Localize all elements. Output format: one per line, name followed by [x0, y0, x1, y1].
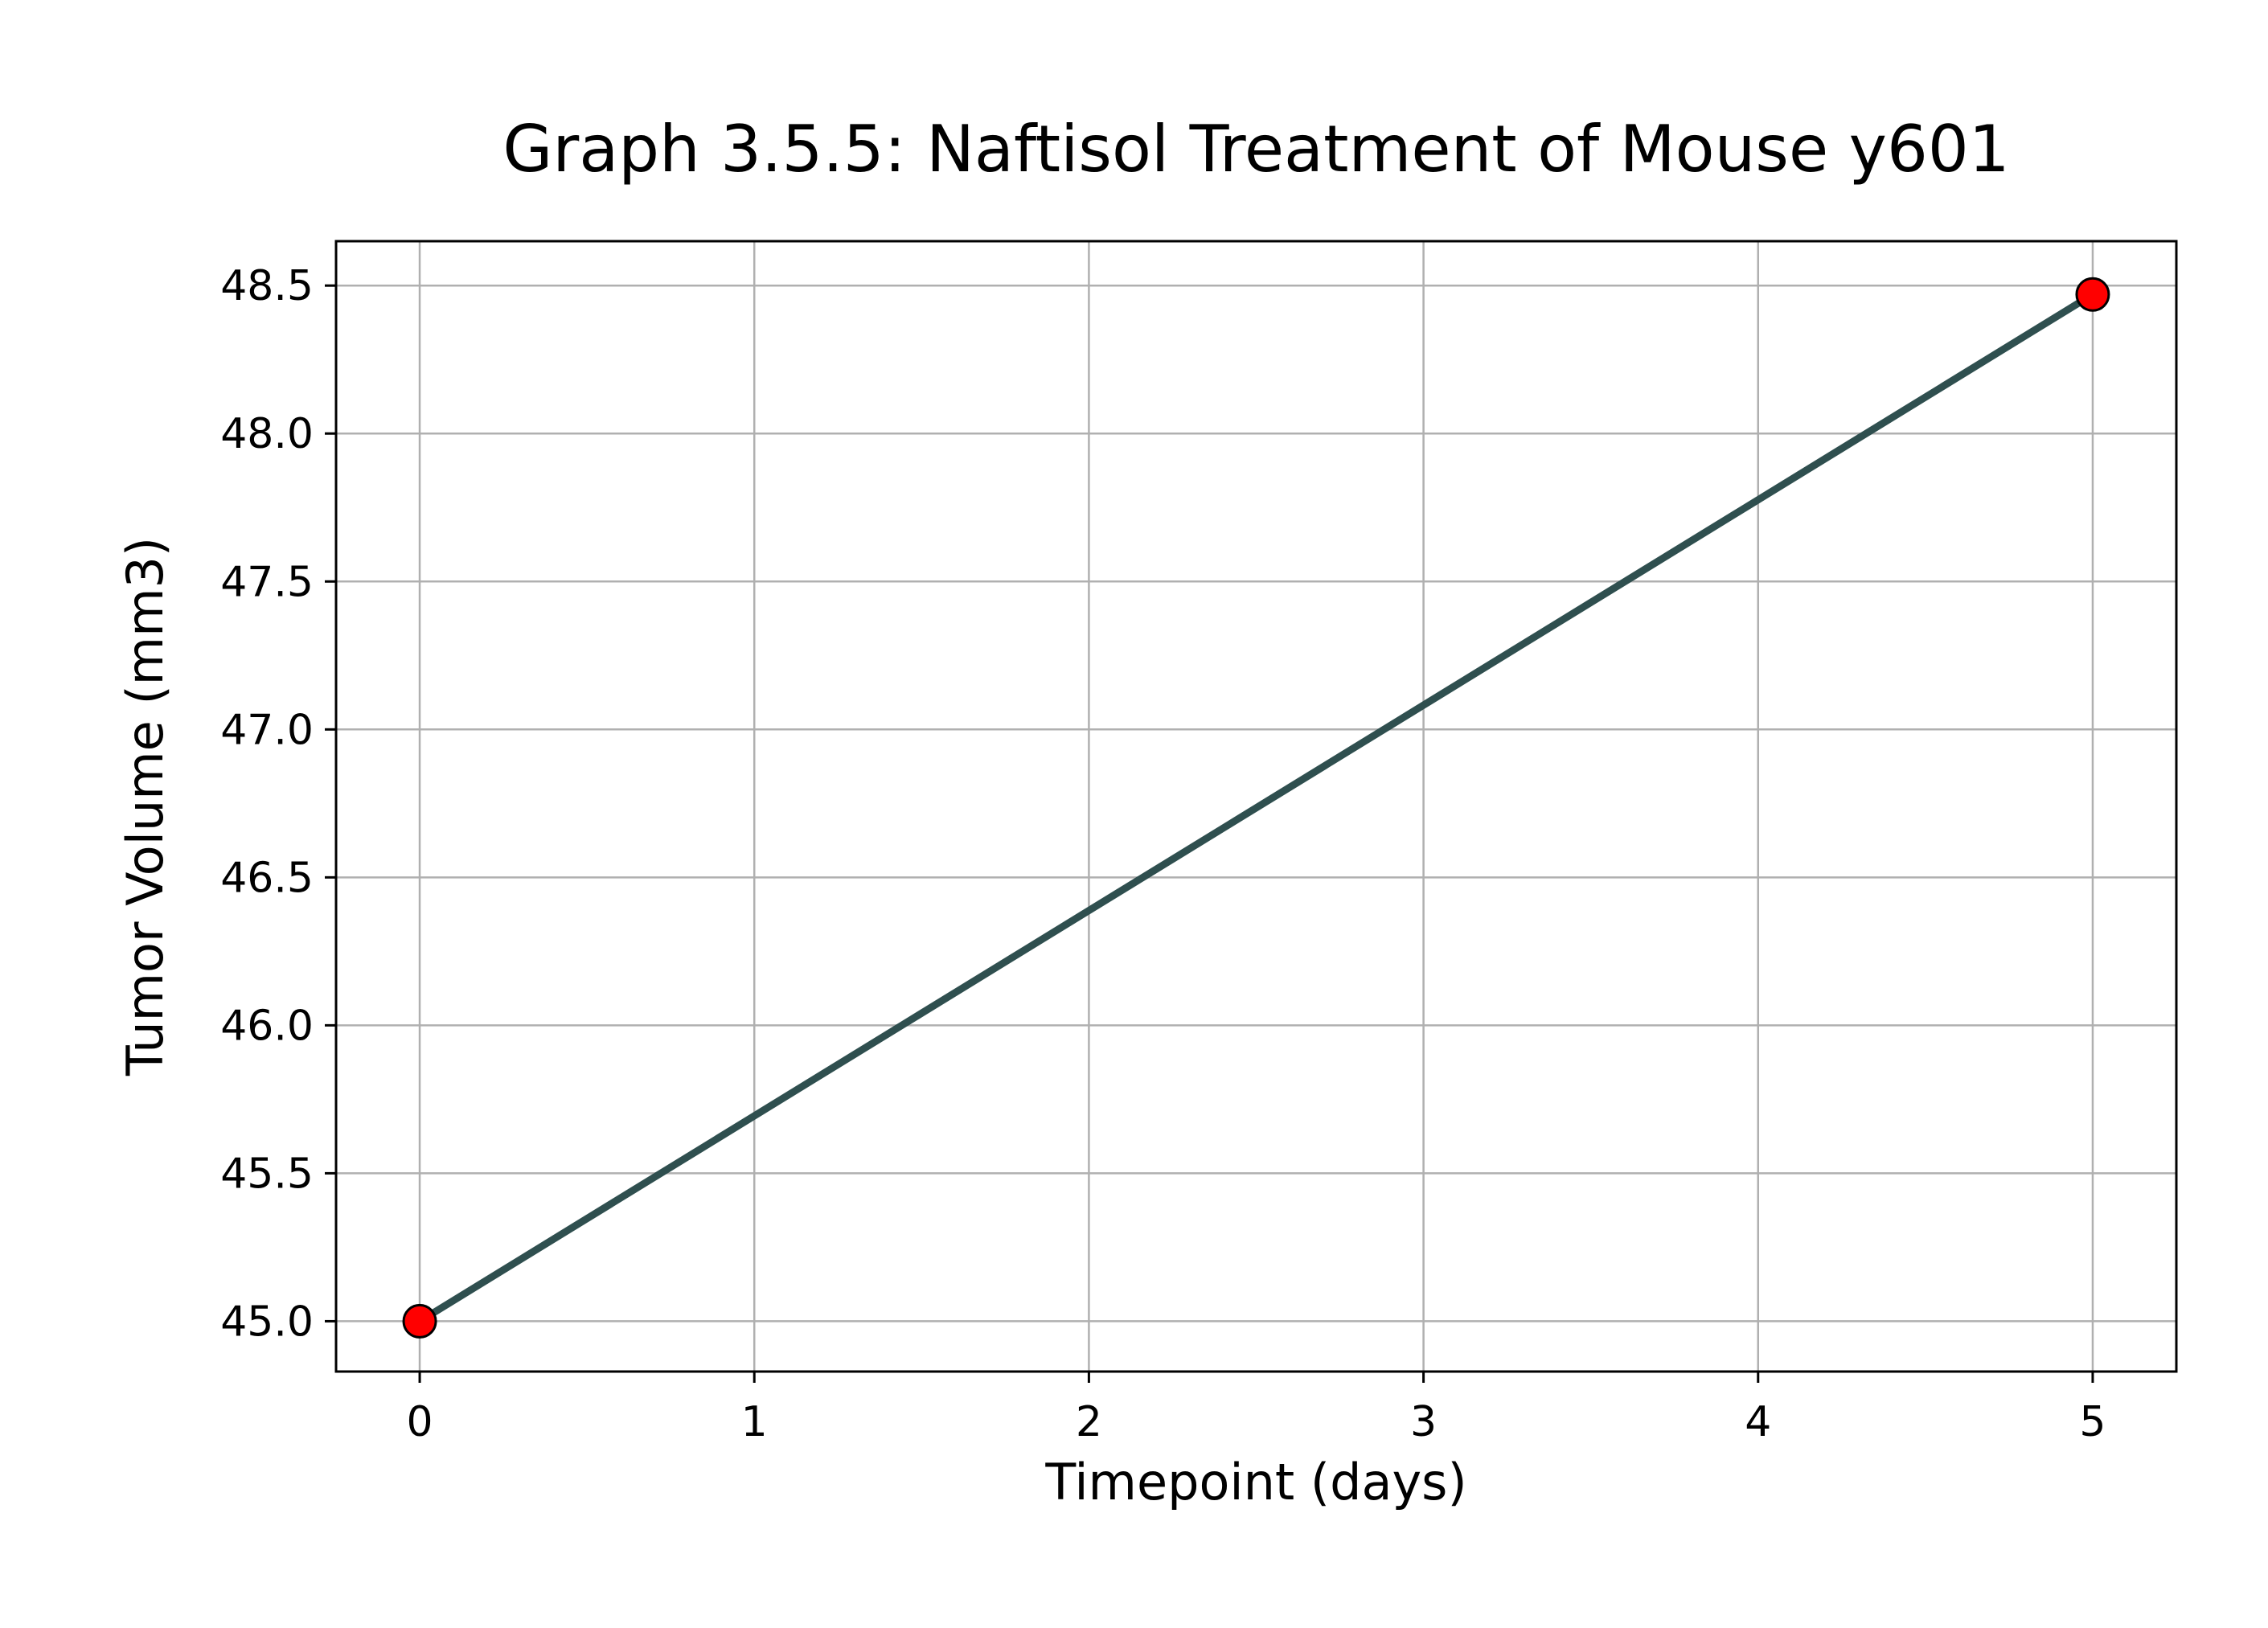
y-tick-label: 45.5 [220, 1150, 314, 1198]
y-tick-label: 47.0 [220, 706, 314, 754]
x-tick-label: 1 [741, 1398, 768, 1446]
y-tick-label: 48.5 [220, 262, 314, 310]
series-line [417, 291, 2095, 1325]
y-axis-title: Tumor Volume (mm3) [116, 537, 174, 1076]
x-tick-label: 0 [406, 1398, 433, 1446]
x-axis-ticks: 0 1 2 3 4 5 [406, 1372, 2106, 1446]
x-tick-label: 4 [1745, 1398, 1771, 1446]
data-point-marker [402, 1303, 437, 1339]
y-tick-label: 46.5 [220, 854, 314, 902]
y-tick-label: 45.0 [220, 1298, 314, 1346]
data-markers [402, 277, 2110, 1339]
y-tick-label: 48.0 [220, 410, 314, 458]
plot-area-frame [334, 240, 2178, 1373]
x-axis-title: Timepoint (days) [1044, 1453, 1466, 1511]
data-point-marker [2075, 277, 2110, 312]
x-tick-label: 5 [2079, 1398, 2106, 1446]
series-lines [417, 291, 2095, 1325]
y-tick-label: 46.0 [220, 1002, 314, 1050]
x-tick-label: 3 [1410, 1398, 1437, 1446]
y-axis-ticks: 45.0 45.5 46.0 46.5 47.0 47.5 48.0 48.5 [220, 262, 336, 1346]
y-tick-label: 47.5 [220, 558, 314, 606]
x-tick-label: 2 [1076, 1398, 1102, 1446]
chart-title: Graph 3.5.5: Naftisol Treatment of Mouse… [502, 112, 2009, 187]
